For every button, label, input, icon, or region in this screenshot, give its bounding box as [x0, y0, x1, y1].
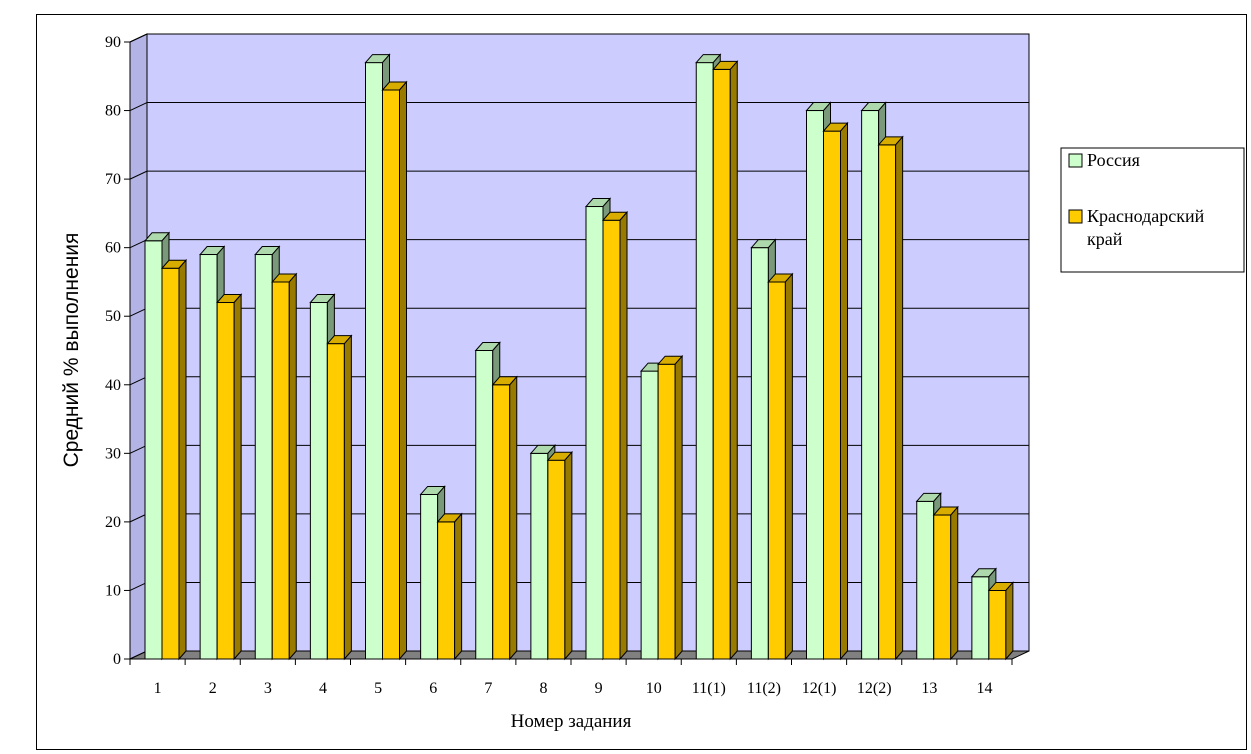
bar-krasnodar: [216, 302, 235, 660]
bar-krasnodar: [602, 219, 621, 660]
y-tick-label: 50: [105, 308, 121, 325]
bar-russia: [916, 500, 935, 660]
y-tick-label: 0: [113, 651, 121, 668]
x-tick-label: 14: [976, 680, 992, 697]
x-tick-label: 9: [595, 680, 603, 697]
legend-label: Россия: [1087, 150, 1140, 170]
legend-label: Краснодарский: [1087, 206, 1205, 226]
y-axis-title: Средний % выполнения: [60, 233, 83, 468]
bar-russia: [861, 110, 880, 660]
bar-krasnodar: [767, 281, 786, 660]
bar-side: [674, 354, 683, 661]
y-tick-label: 20: [105, 514, 121, 531]
x-tick-label: 11(2): [747, 680, 781, 697]
x-tick-label: 11(1): [692, 680, 726, 697]
bar-side: [840, 121, 848, 661]
bar-krasnodar: [382, 89, 400, 660]
legend-label: край: [1087, 229, 1123, 249]
bar-side: [399, 80, 407, 661]
bar-side: [619, 210, 628, 661]
y-tick-label: 60: [105, 240, 121, 257]
gridline-side: [129, 102, 148, 112]
y-tick-label: 80: [105, 103, 121, 120]
x-tick-label: 5: [374, 680, 382, 697]
bar-russia: [640, 370, 659, 660]
gridline-side: [129, 33, 148, 43]
bar-side: [233, 293, 242, 661]
bar-side: [343, 334, 352, 661]
bar-russia: [309, 302, 328, 660]
y-tick-label: 40: [105, 377, 121, 394]
bar-russia: [365, 62, 383, 660]
bar-russia: [695, 62, 714, 660]
legend-swatch: [1068, 209, 1083, 224]
bar-krasnodar: [657, 363, 676, 660]
x-tick-label: 3: [264, 680, 272, 697]
gridline-side: [129, 170, 148, 180]
gridline-side: [129, 513, 148, 523]
bar-side: [1005, 581, 1014, 661]
x-tick-label: 6: [429, 680, 437, 697]
bar-russia: [750, 247, 769, 660]
bar-russia: [971, 576, 990, 660]
bar-krasnodar: [988, 589, 1007, 660]
gridline-side: [129, 239, 148, 249]
bar-krasnodar: [271, 281, 290, 660]
bar-russia: [199, 254, 218, 660]
bar-russia: [530, 452, 549, 660]
bar-krasnodar: [492, 384, 511, 660]
bar-russia: [420, 493, 439, 660]
x-tick-label: 7: [484, 680, 492, 697]
gridline-side: [129, 581, 148, 591]
y-tick-label: 30: [105, 445, 121, 462]
x-tick-label: 12(1): [802, 680, 837, 697]
bar-krasnodar: [547, 459, 566, 660]
bar-russia: [585, 206, 604, 660]
bar-side: [288, 272, 297, 661]
gridline-side: [129, 376, 148, 386]
bar-side: [454, 512, 463, 661]
gridline-side: [129, 444, 148, 454]
x-tick-label: 10: [646, 680, 662, 697]
bar-krasnodar: [712, 68, 731, 660]
x-tick-label: 1: [154, 680, 162, 697]
bar-krasnodar: [878, 144, 897, 660]
bar-russia: [475, 350, 494, 660]
bar-side: [950, 505, 959, 661]
bar-russia: [144, 240, 163, 660]
x-tick-label: 8: [539, 680, 547, 697]
bar-krasnodar: [823, 130, 841, 660]
x-tick-label: 4: [319, 680, 327, 697]
plot-side-wall: [129, 33, 148, 660]
bar-krasnodar: [933, 514, 952, 660]
bar-side: [564, 450, 573, 661]
bar-krasnodar: [437, 521, 456, 660]
bar-side: [178, 258, 187, 661]
y-tick-label: 10: [105, 582, 121, 599]
bar-russia: [806, 110, 824, 660]
x-axis-title: Номер задания: [511, 711, 632, 732]
bar-side: [895, 135, 904, 661]
legend-box: [1060, 147, 1245, 273]
gridline-side: [129, 307, 148, 317]
bar-russia: [254, 254, 273, 660]
bar-side: [784, 272, 793, 661]
legend-swatch: [1068, 153, 1083, 168]
bar-side: [509, 375, 518, 661]
bar-krasnodar: [326, 343, 345, 660]
x-tick-label: 13: [921, 680, 937, 697]
x-tick-label: 2: [209, 680, 217, 697]
x-tick-label: 12(2): [857, 680, 892, 697]
bar-krasnodar: [161, 267, 180, 660]
y-tick-label: 90: [105, 34, 121, 51]
bar-side: [729, 60, 738, 661]
y-tick-label: 70: [105, 171, 121, 188]
